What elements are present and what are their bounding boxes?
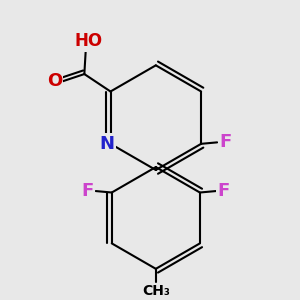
Text: F: F <box>219 134 231 152</box>
Text: F: F <box>82 182 94 200</box>
Text: O: O <box>47 72 62 90</box>
Text: N: N <box>100 135 115 153</box>
Text: CH₃: CH₃ <box>142 284 170 298</box>
Text: F: F <box>218 182 230 200</box>
Text: HO: HO <box>74 32 102 50</box>
